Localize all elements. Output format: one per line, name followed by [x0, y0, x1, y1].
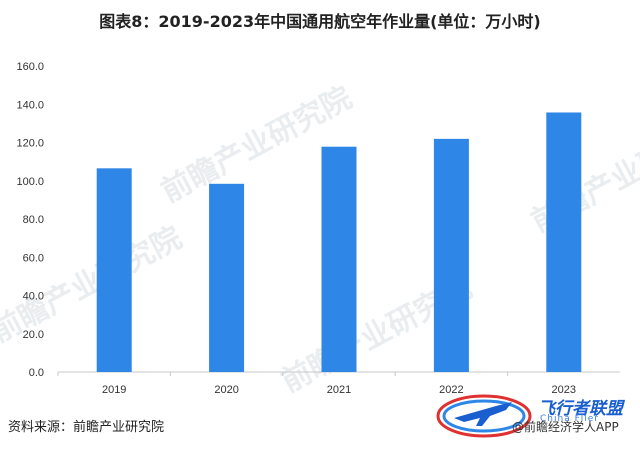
bar-2023	[546, 112, 582, 372]
source-note: 资料来源：前瞻产业研究院	[8, 420, 165, 435]
x-tick-label: 2021	[327, 384, 351, 396]
x-tick-label: 2023	[552, 384, 576, 396]
bar-chart: 0.0 20.0 40.0 60.0 80.0 100.0 120.0 140.0 160.0 2…	[16, 61, 620, 396]
y-tick-label: 0.0	[29, 367, 44, 379]
y-tick-label: 160.0	[16, 61, 44, 73]
chart-title: 图表8：2019-2023年中国通用航空年作业量(单位：万小时)	[99, 12, 541, 31]
y-tick-label: 60.0	[23, 252, 44, 264]
bar-2019	[96, 168, 132, 372]
bar-2021	[321, 146, 357, 372]
bar-2022	[433, 138, 469, 372]
y-tick-label: 120.0	[16, 138, 44, 150]
y-tick-label: 100.0	[16, 176, 44, 188]
logo-name: 飞行者联盟	[538, 399, 623, 419]
bar-2020	[209, 183, 245, 372]
x-tick-label: 2020	[214, 384, 238, 396]
y-tick-label: 80.0	[23, 214, 44, 226]
y-tick-label: 140.0	[16, 99, 44, 111]
y-tick-label: 40.0	[23, 291, 44, 303]
logo-subtitle: China Flier	[540, 414, 599, 424]
x-tick-label: 2019	[102, 384, 126, 396]
x-tick-label: 2022	[439, 384, 463, 396]
airplane-logo-icon	[436, 394, 532, 438]
credit-text: @前瞻经济学人APP	[512, 420, 619, 434]
logo: 飞行者联盟 China Flier @前瞻经济学人APP	[426, 382, 640, 448]
y-tick-label: 20.0	[23, 329, 44, 341]
